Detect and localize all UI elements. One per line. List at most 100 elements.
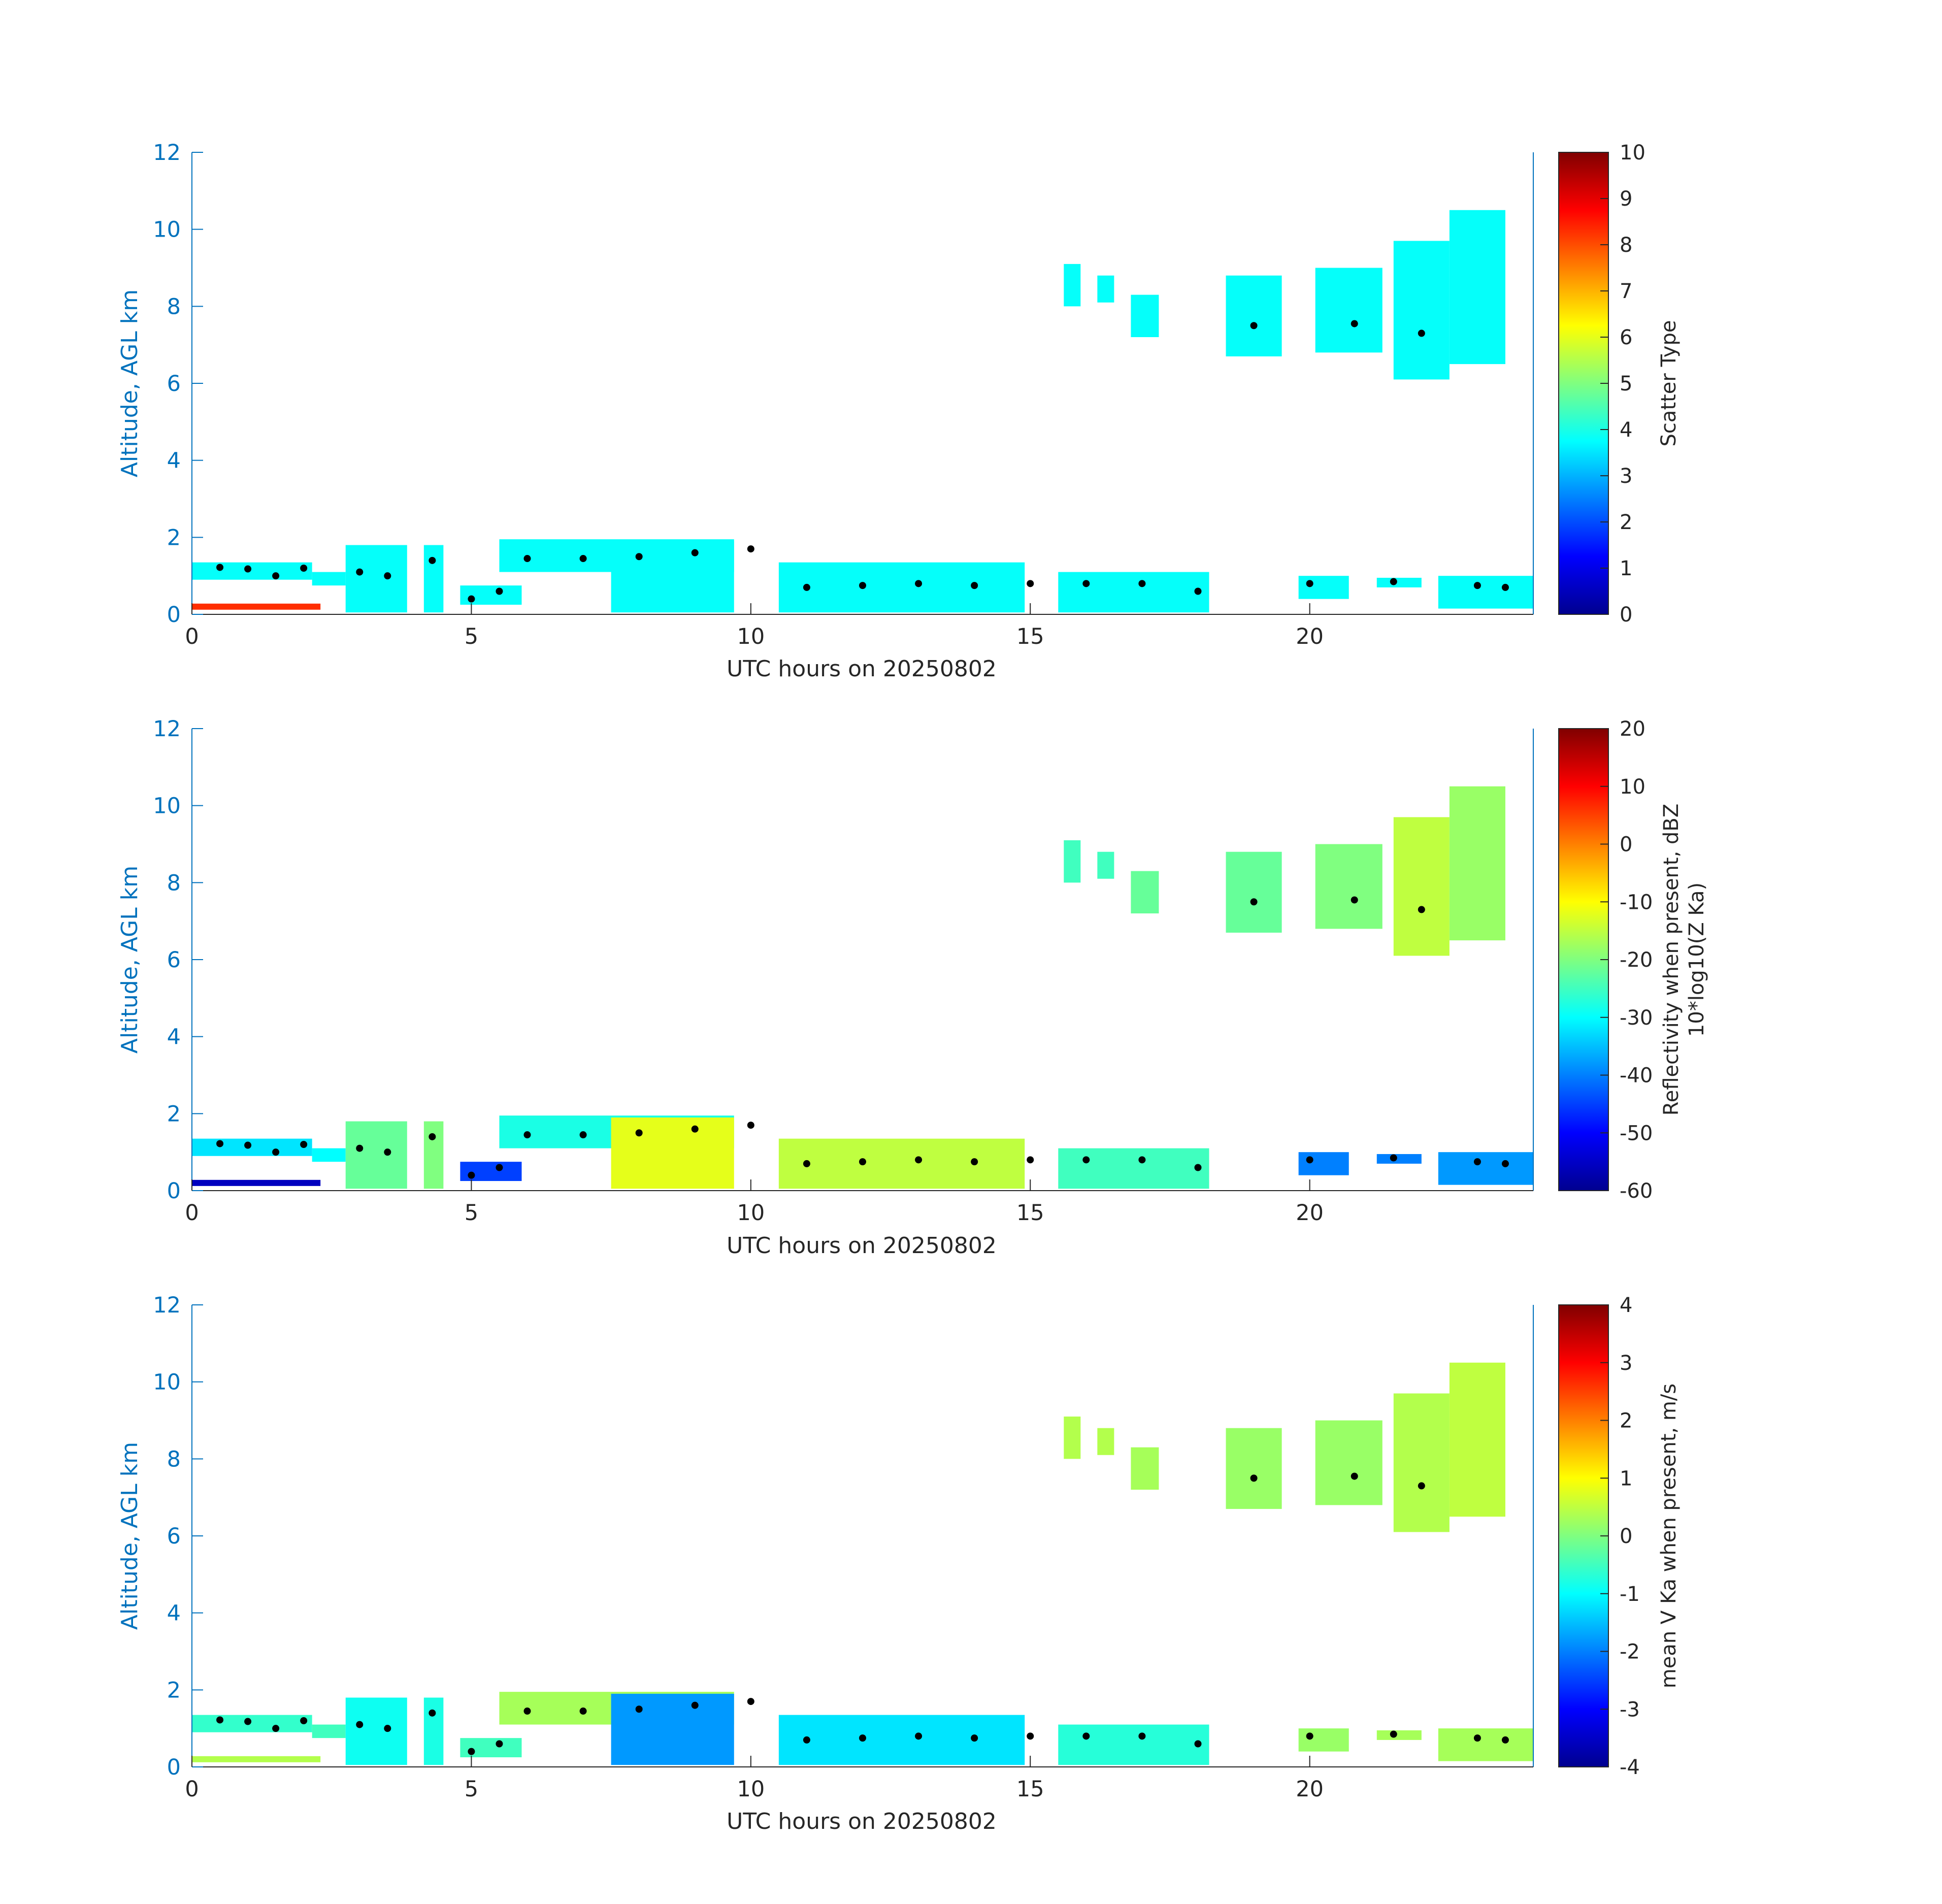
cloud-base-point-27 [1473,582,1481,589]
cloud-base-point-13 [747,1122,754,1129]
cloud-layer-11 [1438,576,1533,609]
cloud-layer-17 [1393,1393,1450,1532]
colorbar-gradient [1558,1304,1609,1767]
y-tick-label: 6 [167,371,181,397]
cloud-base-point-21 [1194,1164,1202,1171]
cloud-layer-2 [345,545,407,613]
colorbar-tick-label: -30 [1620,1006,1653,1030]
cloud-base-point-4 [356,1144,364,1152]
cloud-base-point-9 [523,555,531,563]
cloud-base-point-8 [496,587,503,595]
x-tick-label: 5 [465,1200,478,1226]
x-tick-label: 0 [185,624,199,649]
cloud-base-point-21 [1194,1740,1202,1748]
cloud-base-point-14 [803,583,810,591]
colorbar-tick-label: 2 [1620,1409,1632,1433]
cloud-layer-16 [1315,1420,1383,1505]
colorbar-tick-label: 5 [1620,372,1632,396]
plot-background [192,152,1533,614]
x-tick-label: 10 [737,624,765,649]
x-tick-label: 15 [1016,1200,1044,1226]
cloud-layer-10 [1376,1730,1422,1740]
cloud-base-point-21 [1194,587,1202,595]
cloud-base-point-15 [859,1158,866,1166]
cloud-base-point-12 [691,1701,699,1709]
cloud-base-point-18 [1027,580,1034,587]
colorbar-tick-label: 8 [1620,234,1632,257]
cloud-base-point-4 [356,568,364,576]
cloud-base-point-20 [1138,1732,1146,1740]
cloud-base-point-13 [747,545,754,553]
colorbar-tick-label: -3 [1620,1698,1640,1721]
cloud-layer-10 [1376,1154,1422,1164]
cloud-base-point-28 [1501,1160,1509,1167]
cloud-base-point-0 [216,1716,224,1724]
cloud-base-point-19 [1082,1732,1090,1740]
cloud-base-point-23 [1306,1732,1313,1740]
colorbar-tick-label: 0 [1620,1525,1632,1548]
x-axis-label: UTC hours on 20250802 [727,656,997,682]
cloud-layer-15 [1226,1428,1282,1509]
colorbar-gradient [1558,728,1609,1191]
colorbar-tick-label: 0 [1620,603,1632,627]
colorbar-label-line1: Reflectivity when present, dBZ [1660,804,1683,1116]
cloud-base-point-6 [429,556,436,564]
colorbar-tick-label: -40 [1620,1064,1653,1088]
cloud-base-point-10 [579,1131,587,1139]
y-tick-label: 12 [153,140,181,166]
cloud-layer-0 [192,562,312,580]
cloud-base-point-7 [468,1748,475,1755]
cloud-base-point-15 [859,1734,866,1742]
y-axis-label: Altitude, AGL km [117,866,143,1054]
colorbar-tick-label: 20 [1620,717,1645,741]
cloud-base-point-13 [747,1698,754,1705]
cloud-base-point-22 [1250,322,1258,330]
y-tick-label: 2 [167,1101,181,1127]
cloud-base-point-0 [216,1140,224,1147]
colorbar-tick-label: 3 [1620,465,1632,488]
cloud-layer-12 [1064,1416,1081,1459]
cloud-layer-11 [1438,1152,1533,1185]
cloud-layer-8 [1058,572,1209,613]
cloud-layer-7 [778,1715,1025,1765]
cloud-base-point-18 [1027,1156,1034,1164]
colorbar-tick-label: 1 [1620,1467,1632,1490]
cloud-layer-0 [192,1138,312,1156]
cloud-layer-12 [1064,840,1081,883]
y-tick-label: 10 [153,217,181,243]
colorbar-label: mean V Ka when present, m/s [1657,1384,1681,1689]
cloud-layer-7 [778,1138,1025,1189]
cloud-layer-2 [345,1697,407,1765]
cloud-base-point-23 [1306,1156,1313,1164]
colorbar-tick-label: 2 [1620,511,1632,534]
cloud-layer-13 [1097,851,1114,879]
cloud-base-point-9 [523,1708,531,1715]
colorbar-tick-label: 6 [1620,326,1632,349]
cloud-base-point-17 [971,1734,978,1742]
x-axis-label: UTC hours on 20250802 [727,1233,997,1259]
cloud-layer-16 [1315,268,1383,353]
cloud-base-point-22 [1250,1474,1258,1482]
cloud-layer-3 [423,1121,444,1189]
y-tick-label: 2 [167,525,181,550]
cloud-layer-8 [1058,1148,1209,1189]
cloud-layer-6 [611,1117,734,1189]
colorbar-tick-label: -20 [1620,948,1653,972]
cloud-base-point-28 [1501,583,1509,591]
cloud-base-point-5 [384,572,391,580]
cloud-base-point-18 [1027,1732,1034,1740]
colorbar-tick-label: -4 [1620,1756,1640,1779]
cloud-base-point-9 [523,1131,531,1139]
cloud-base-point-5 [384,1725,391,1732]
surface-band [192,1179,321,1186]
cloud-base-point-15 [859,582,866,589]
y-tick-label: 10 [153,794,181,819]
cloud-base-point-16 [915,1732,923,1740]
cloud-layer-3 [423,545,444,613]
y-tick-label: 0 [167,602,181,628]
colorbar-tick-label: -50 [1620,1122,1653,1145]
y-tick-label: 4 [167,1025,181,1050]
